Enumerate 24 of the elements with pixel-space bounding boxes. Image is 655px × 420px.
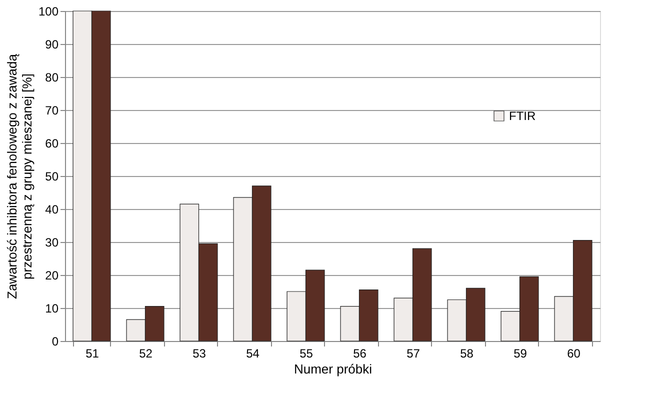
- legend-label: FTIR: [509, 109, 536, 123]
- x-tick-label: 53: [192, 346, 206, 360]
- x-tick-label: 56: [353, 346, 367, 360]
- x-tick-label: 59: [514, 346, 528, 360]
- y-tick-label: 60: [45, 136, 59, 150]
- x-tick-label: 60: [567, 346, 581, 360]
- y-tick-label: 80: [45, 70, 59, 84]
- y-tick-label: 30: [45, 236, 59, 250]
- y-tick-label: 100: [38, 4, 59, 18]
- x-tick-label: 58: [460, 346, 474, 360]
- y-tick-label: 0: [52, 334, 59, 348]
- y-axis-title: Zawartość inhibitora fenolowego z zawadą przestrzenną z grupy mieszanej [%]: [4, 53, 34, 299]
- y-tick-label: 90: [45, 38, 59, 52]
- x-axis-title: Numer próbki: [294, 362, 372, 376]
- x-tick-label: 57: [406, 346, 420, 360]
- x-tick-label: 55: [300, 346, 314, 360]
- y-tick-label: 10: [45, 302, 59, 316]
- y-tick-label: 40: [45, 202, 59, 216]
- x-tick-label: 51: [86, 346, 100, 360]
- y-tick-label: 70: [45, 104, 59, 118]
- y-tick-label: 20: [45, 268, 59, 282]
- x-tick-label: 52: [139, 346, 153, 360]
- x-tick-label: 54: [246, 346, 260, 360]
- y-tick-label: 50: [45, 170, 59, 184]
